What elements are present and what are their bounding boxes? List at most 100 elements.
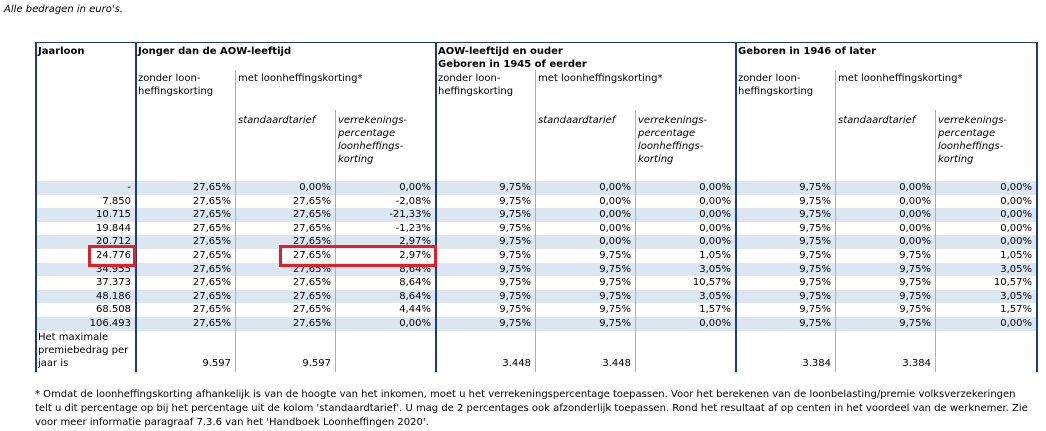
table-cell: 0,00% <box>299 182 331 193</box>
table-cell: -2,08% <box>395 195 431 207</box>
table-cell: 0,00% <box>599 195 631 207</box>
table-cell: 1,57% <box>699 304 731 316</box>
highlight <box>279 245 437 267</box>
table-cell: 0,00% <box>1000 236 1032 248</box>
table-cell: 0,00% <box>399 318 431 329</box>
table-cell: 1,05% <box>699 250 731 261</box>
table-cell: 9,75% <box>499 236 531 248</box>
table-cell: 9,75% <box>799 209 831 221</box>
table-cell: 9,75% <box>499 250 531 261</box>
group-header: Jonger dan de AOW-leeftijd <box>138 46 292 57</box>
table-cell: 0,00% <box>699 182 731 193</box>
table-cell: 48.186 <box>96 290 131 302</box>
sub-sub-header: standaardtarief <box>538 115 616 126</box>
table-cell: 0,00% <box>699 222 731 234</box>
sub-header: met loonheffingskorting* <box>538 73 663 84</box>
table-cell: 0,00% <box>1000 209 1032 221</box>
table-cell: -21,33% <box>389 209 431 221</box>
table-cell: 9,75% <box>599 277 631 289</box>
table-cell: 9,75% <box>599 250 631 261</box>
table-cell: 8,64% <box>399 290 431 302</box>
table-cell: 9,75% <box>799 195 831 207</box>
table-cell: 9,75% <box>499 318 531 329</box>
table-cell: 0,00% <box>699 195 731 207</box>
table-cell: 3,05% <box>699 290 731 302</box>
sub-sub-header: standaardtarief <box>238 115 316 126</box>
table-cell: 9,75% <box>499 277 531 289</box>
table-cell: 34.955 <box>96 263 131 275</box>
table-cell: 10.715 <box>96 209 131 221</box>
table-cell: 9,75% <box>799 182 831 193</box>
table-cell: 27,65% <box>292 277 331 289</box>
table-cell: 27,65% <box>192 222 231 234</box>
group-header: Geboren in 1946 of later <box>738 46 877 57</box>
max-value: 3.448 <box>502 357 531 369</box>
table-cell: 27,65% <box>292 195 331 207</box>
table-cell: 27,65% <box>192 250 231 261</box>
note: Alle bedragen in euro's. <box>4 4 123 15</box>
sub-header: zonder loon- heffingskorting <box>138 73 214 97</box>
column-border <box>435 42 437 372</box>
sub-sub-header: verrekenings- percentage loonheffings- k… <box>338 115 408 165</box>
table-cell: 27,65% <box>192 182 231 193</box>
table-cell: 27,65% <box>292 304 331 316</box>
table-cell: 27,65% <box>292 236 331 248</box>
column-border <box>535 70 536 372</box>
column-border <box>135 42 137 372</box>
table-cell: 9,75% <box>799 318 831 329</box>
table-cell: 0,00% <box>699 236 731 248</box>
table-cell: 27,65% <box>292 318 331 329</box>
table-cell: 3,05% <box>1000 263 1032 275</box>
table-cell: 9,75% <box>799 236 831 248</box>
sub-sub-header: standaardtarief <box>838 115 916 126</box>
table-cell: 27,65% <box>192 290 231 302</box>
table-cell: 9,75% <box>599 263 631 275</box>
table-cell: 9,75% <box>499 290 531 302</box>
table-cell: 9,75% <box>499 304 531 316</box>
table-cell: 9,75% <box>799 290 831 302</box>
row-band <box>36 289 1036 304</box>
table-cell: 1,57% <box>1000 304 1032 316</box>
footnote: * Omdat de loonheffingskorting afhankeli… <box>35 389 1028 428</box>
table-cell: 9,75% <box>499 209 531 221</box>
table-cell: 0,00% <box>1000 182 1032 193</box>
table-cell: 9,75% <box>499 195 531 207</box>
table-cell: 0,00% <box>599 236 631 248</box>
table-cell: 9,75% <box>899 277 931 289</box>
table-cell: 8,64% <box>399 277 431 289</box>
table-cell: 27,65% <box>292 250 331 261</box>
table-cell: 0,00% <box>1000 222 1032 234</box>
table-cell: 9,75% <box>899 250 931 261</box>
table-cell: 3,05% <box>1000 290 1032 302</box>
table-cell: 24.776 <box>96 250 131 261</box>
max-value: 9.597 <box>202 357 231 369</box>
table-cell: 0,00% <box>699 209 731 221</box>
table-cell: 0,00% <box>699 318 731 329</box>
table-cell: 9,75% <box>499 222 531 234</box>
table-cell: 27,65% <box>292 222 331 234</box>
table-cell: 20.712 <box>96 236 131 248</box>
table-cell: 9,75% <box>499 263 531 275</box>
table-cell: 10,57% <box>993 277 1032 289</box>
table-cell: 27,65% <box>192 263 231 275</box>
table-cell: 27,65% <box>292 209 331 221</box>
table-cell: 9,75% <box>799 263 831 275</box>
sub-header: met loonheffingskorting* <box>238 73 363 84</box>
table-cell: 10,57% <box>692 277 731 289</box>
max-label: Het maximale premiebedrag per jaar is <box>38 331 129 369</box>
table-cell: 2,97% <box>399 236 431 248</box>
table-cell: 9,75% <box>899 318 931 329</box>
highlight <box>88 245 136 267</box>
table-cell: 9,75% <box>899 290 931 302</box>
table-cell: 9,75% <box>499 182 531 193</box>
table-cell: 0,00% <box>1000 195 1032 207</box>
table-cell: 9,75% <box>799 304 831 316</box>
table-cell: 2,97% <box>399 250 431 261</box>
table-cell: 3,05% <box>699 263 731 275</box>
sub-header: met loonheffingskorting* <box>838 73 963 84</box>
group-header: AOW-leeftijd en ouder Geboren in 1945 of… <box>438 46 587 70</box>
column-border <box>235 70 236 372</box>
table-cell: 27,65% <box>192 195 231 207</box>
table-cell: 27,65% <box>192 277 231 289</box>
